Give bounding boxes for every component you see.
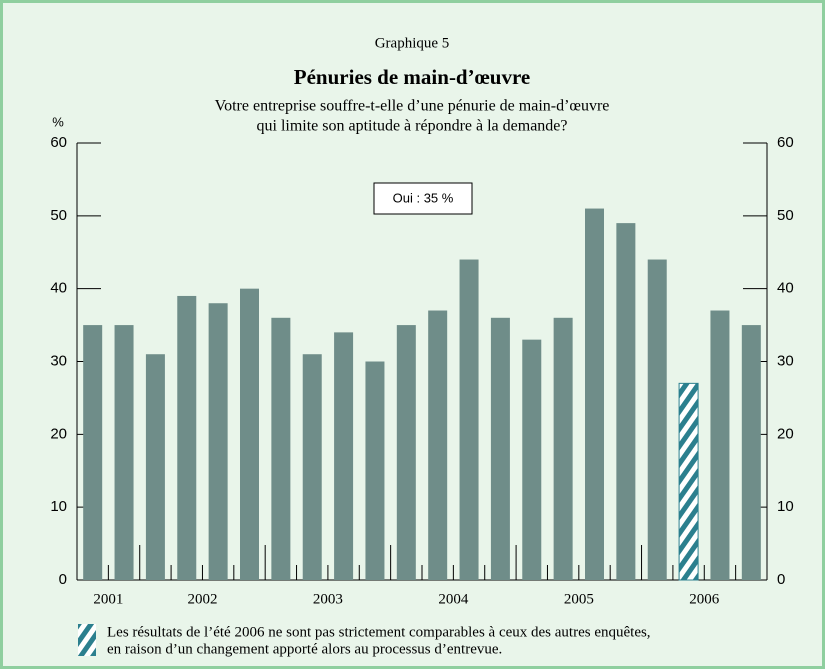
bar <box>365 361 385 580</box>
bar <box>334 332 354 580</box>
y-tick-label: 20 <box>50 425 67 442</box>
bar <box>114 325 134 580</box>
y-tick-label: 0 <box>59 571 67 588</box>
x-tick-label: 2003 <box>313 591 343 607</box>
footnote: Les résultats de l’été 2006 ne sont pas … <box>107 624 651 640</box>
x-tick-label: 2006 <box>689 591 720 607</box>
annotation-box <box>373 182 473 215</box>
bar <box>145 354 165 580</box>
bar <box>585 208 604 581</box>
y2-tick-label: 30 <box>777 352 794 369</box>
bar <box>710 310 730 580</box>
bar <box>208 303 228 580</box>
bar-hatched <box>678 382 699 581</box>
bar <box>616 223 636 580</box>
bar <box>647 259 667 580</box>
y2-tick-label: 60 <box>777 134 794 151</box>
x-tick-label: 2001 <box>93 591 123 607</box>
y-tick-label: 10 <box>50 498 67 515</box>
bar <box>396 325 416 580</box>
bar <box>428 310 448 580</box>
y2-tick-label: 40 <box>777 280 794 297</box>
x-tick-label: 2004 <box>438 591 469 607</box>
bar <box>522 339 542 580</box>
y2-tick-label: 10 <box>777 498 794 515</box>
y2-tick-label: 20 <box>777 425 794 442</box>
subtitle: qui limite son aptitude à répondre à la … <box>257 118 568 135</box>
legend-swatch <box>78 624 96 656</box>
bar <box>177 295 197 580</box>
bar <box>240 288 259 580</box>
chart-title: Pénuries de main-d’œuvre <box>294 65 530 89</box>
bar <box>83 325 103 580</box>
bar <box>459 259 479 580</box>
y-tick-label: 50 <box>50 207 67 224</box>
bar <box>271 317 291 580</box>
y-tick-label: 30 <box>50 352 67 369</box>
x-tick-label: 2002 <box>187 591 217 607</box>
y2-tick-label: 0 <box>777 571 785 588</box>
subtitle: Votre entreprise souffre-t-elle d’une pé… <box>215 98 610 115</box>
y-tick-label: 60 <box>50 134 67 151</box>
y-tick-label: 40 <box>50 280 67 297</box>
y2-tick-label: 50 <box>777 207 794 224</box>
y-unit: % <box>52 114 64 129</box>
x-tick-label: 2005 <box>564 591 594 607</box>
kicker: Graphique 5 <box>375 35 450 51</box>
footnote: en raison d’un changement apporté alors … <box>107 641 502 657</box>
bar <box>490 317 510 580</box>
bar <box>553 317 573 580</box>
annotation: Oui : 35 % <box>393 190 454 205</box>
bar <box>302 354 322 580</box>
bar <box>741 325 761 580</box>
